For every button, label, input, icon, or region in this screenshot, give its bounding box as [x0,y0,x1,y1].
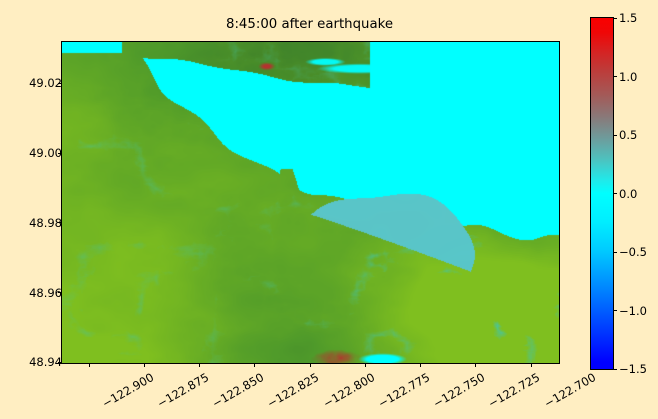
x-tick-mark [88,363,90,367]
y-tick-mark [57,222,61,224]
tsunami-inundation-heatmap[interactable] [62,42,559,363]
colorbar-tick-mark [613,368,617,370]
colorbar-tick-label: 0.0 [619,186,638,201]
y-tick-label: 49.00 [29,146,62,161]
x-tick-label: −122.850 [209,370,267,411]
x-tick-label: −122.800 [320,370,377,411]
x-tick-mark [420,363,422,367]
x-tick-label: −122.875 [154,370,211,411]
colorbar-tick-mark [613,251,617,253]
colorbar[interactable] [590,17,614,370]
colorbar-tick-label: 0.5 [619,128,638,142]
x-tick-label: −122.825 [264,370,322,411]
colorbar-tick-mark [613,193,617,195]
x-tick-mark [199,363,201,367]
x-tick-mark [309,363,311,367]
y-tick-label: 48.96 [29,285,62,300]
x-tick-mark [475,363,477,367]
y-tick-mark [57,361,61,363]
colorbar-tick-label: 1.5 [619,11,638,25]
x-tick-mark [254,363,256,367]
x-tick-label: −122.775 [375,370,432,411]
page-title: 8:45:00 after earthquake [225,17,394,32]
x-tick-label: −122.725 [485,370,543,411]
x-tick-label: −122.700 [541,370,598,411]
colorbar-tick-label: 1.0 [619,69,638,84]
x-tick-mark [143,363,145,367]
x-tick-mark [530,363,532,367]
x-tick-label: −122.900 [99,370,156,411]
y-tick-label: 48.98 [29,215,62,230]
colorbar-tick-mark [613,76,617,78]
y-tick-mark [57,152,61,154]
colorbar-tick-mark [613,134,617,136]
y-tick-label: 48.94 [29,355,62,369]
y-tick-mark [57,82,61,84]
y-tick-label: 49.02 [29,76,62,91]
x-tick-mark [364,363,366,367]
colorbar-tick-label: −1.0 [619,303,647,318]
colorbar-tick-label: −1.5 [619,362,647,376]
colorbar-tick-mark [613,17,617,19]
map-axes[interactable] [61,41,560,364]
colorbar-tick-label: −0.5 [619,245,647,259]
x-tick-label: −122.750 [430,370,488,411]
y-tick-mark [57,292,61,294]
colorbar-tick-mark [613,310,617,312]
